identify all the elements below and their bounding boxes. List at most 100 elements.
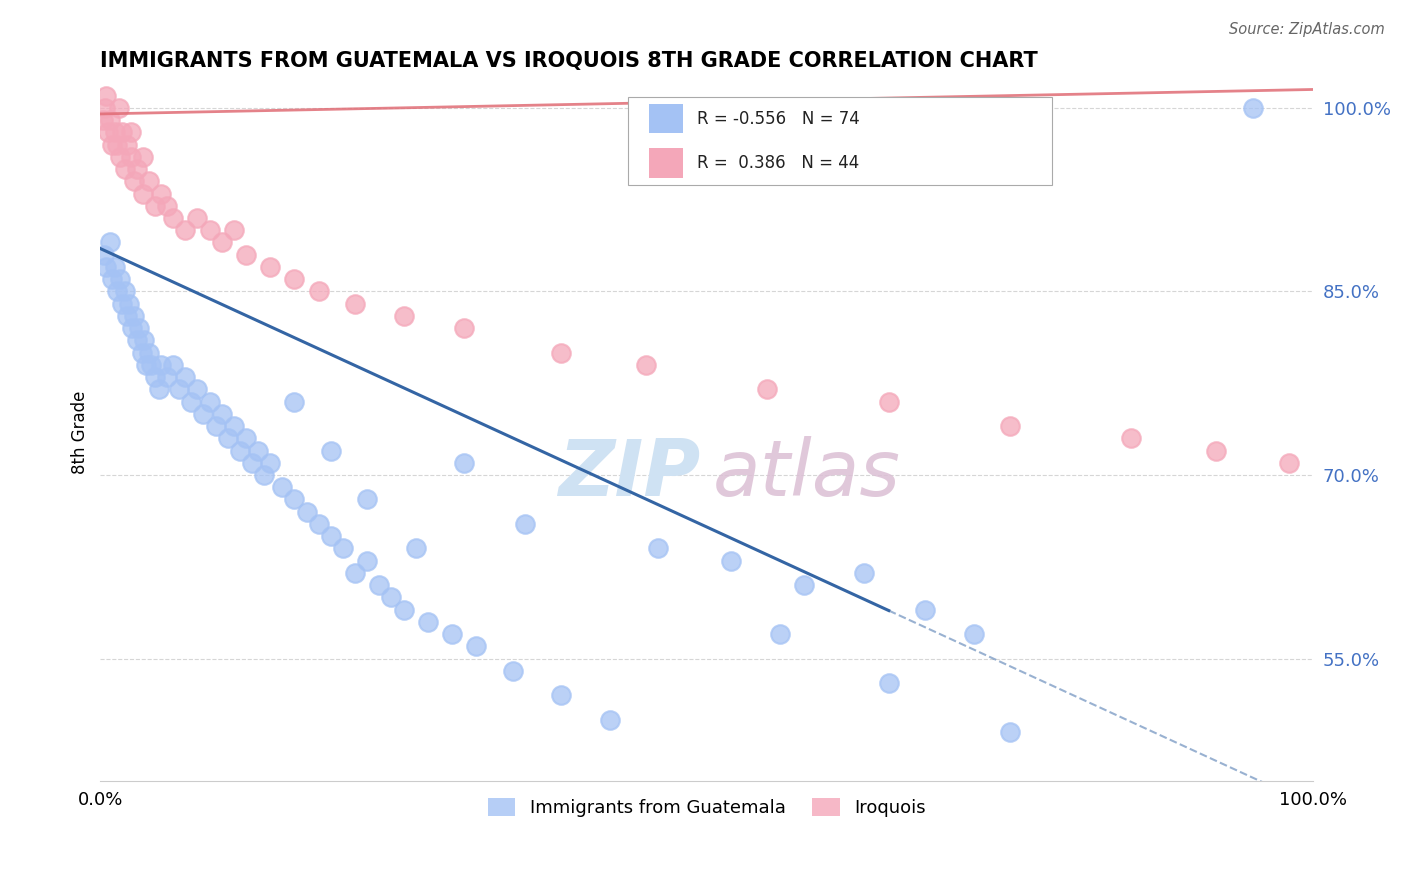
Point [441,627,464,641]
Point [217,431,239,445]
Point [914,602,936,616]
Point [963,627,986,641]
Point [198,223,221,237]
Point [319,529,342,543]
Point [332,541,354,556]
Point [107,101,129,115]
Point [91,113,114,128]
Text: ZIP: ZIP [558,436,700,512]
Point [101,137,124,152]
Point [550,345,572,359]
Point [198,394,221,409]
Point [162,211,184,225]
Point [131,345,153,359]
Point [453,321,475,335]
Point [1278,456,1301,470]
Point [156,370,179,384]
Point [229,443,252,458]
Point [174,223,197,237]
Point [167,382,190,396]
Point [211,235,233,250]
Point [235,431,257,445]
Point [174,370,197,384]
Bar [648,148,682,178]
Point [118,296,141,310]
Text: Source: ZipAtlas.com: Source: ZipAtlas.com [1229,22,1385,37]
Point [135,358,157,372]
Point [150,186,173,201]
Text: IMMIGRANTS FROM GUATEMALA VS IROQUOIS 8TH GRADE CORRELATION CHART: IMMIGRANTS FROM GUATEMALA VS IROQUOIS 8T… [100,51,1038,70]
FancyBboxPatch shape [628,97,1053,185]
Text: R = -0.556   N = 74: R = -0.556 N = 74 [697,110,860,128]
Point [96,260,118,274]
Text: R =  0.386   N = 44: R = 0.386 N = 44 [697,154,859,172]
Point [180,394,202,409]
Point [156,199,179,213]
Point [259,260,281,274]
Point [108,150,131,164]
Point [259,456,281,470]
Point [283,492,305,507]
Point [253,468,276,483]
Point [502,664,524,678]
Point [101,272,124,286]
Point [222,419,245,434]
Point [222,223,245,237]
Point [308,285,330,299]
Point [368,578,391,592]
Point [295,505,318,519]
Point [465,640,488,654]
Point [1241,101,1264,115]
Point [150,358,173,372]
Y-axis label: 8th Grade: 8th Grade [72,391,89,474]
Point [380,591,402,605]
Point [599,713,621,727]
Point [186,382,208,396]
Point [104,260,127,274]
Point [636,358,658,372]
Point [98,113,121,128]
Point [124,174,146,188]
Point [720,554,742,568]
Point [132,186,155,201]
Point [793,578,815,592]
Point [111,296,134,310]
Point [235,248,257,262]
Point [550,689,572,703]
Point [94,101,117,115]
Point [356,554,378,568]
Point [132,334,155,348]
Point [308,516,330,531]
Point [105,285,128,299]
Point [193,407,215,421]
Point [120,150,142,164]
Point [114,285,136,299]
Point [108,272,131,286]
Point [111,125,134,139]
Point [283,272,305,286]
Point [98,235,121,250]
Point [392,309,415,323]
Point [115,137,138,152]
Point [115,309,138,323]
Point [96,88,118,103]
Legend: Immigrants from Guatemala, Iroquois: Immigrants from Guatemala, Iroquois [481,790,932,824]
Point [125,161,148,176]
Point [114,161,136,176]
Point [453,456,475,470]
Point [93,248,115,262]
Point [756,382,779,396]
Point [121,321,143,335]
Point [647,541,669,556]
Point [120,125,142,139]
Point [356,492,378,507]
Point [1121,431,1143,445]
Point [141,358,163,372]
Point [240,456,263,470]
Point [124,309,146,323]
Bar [648,104,682,134]
Point [344,566,367,580]
Point [143,370,166,384]
Point [138,174,160,188]
Point [392,602,415,616]
